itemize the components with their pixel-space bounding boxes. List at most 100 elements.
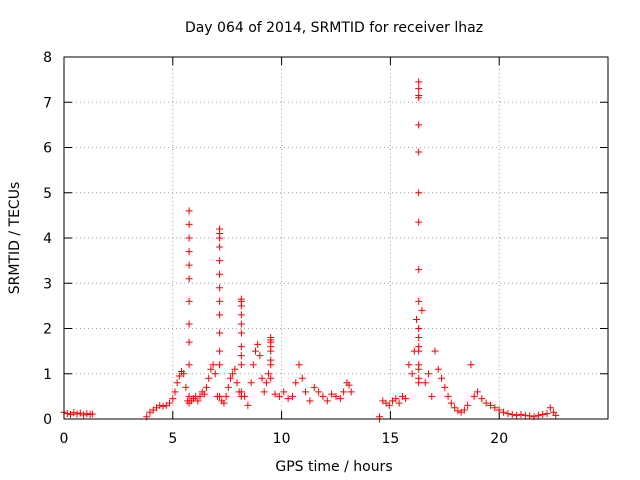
y-tick-label: 0 — [43, 412, 52, 428]
data-point — [302, 388, 310, 396]
data-point — [495, 406, 503, 414]
data-point — [347, 388, 355, 396]
data-point — [434, 365, 442, 373]
y-tick-label: 6 — [43, 141, 52, 157]
data-point — [340, 388, 348, 396]
data-point — [460, 406, 468, 414]
data-point — [237, 343, 245, 351]
data-point — [80, 411, 88, 419]
data-point — [159, 402, 167, 410]
data-point — [256, 352, 264, 360]
data-point — [415, 325, 423, 332]
data-point — [76, 409, 84, 417]
data-point — [231, 365, 239, 373]
y-tick-label: 5 — [43, 186, 52, 202]
data-point — [216, 270, 224, 278]
data-point — [415, 85, 423, 93]
data-point — [226, 374, 234, 382]
x-tick-label: 0 — [60, 431, 69, 447]
data-point — [216, 297, 224, 305]
data-point — [258, 374, 266, 382]
data-point — [415, 365, 423, 373]
y-tick-label: 4 — [43, 231, 52, 247]
data-point — [216, 257, 224, 265]
data-point — [63, 410, 71, 418]
data-point — [415, 266, 423, 274]
data-point — [486, 401, 494, 409]
data-point — [180, 370, 188, 378]
y-tick-label: 7 — [43, 95, 52, 111]
data-point — [415, 374, 423, 382]
data-point — [216, 329, 224, 337]
grid-lines — [64, 57, 608, 419]
x-axis-label: GPS time / hours — [275, 459, 392, 475]
data-point — [447, 399, 455, 407]
data-point — [175, 372, 183, 380]
data-point — [220, 399, 228, 407]
data-point — [500, 408, 508, 416]
data-point — [267, 343, 275, 351]
data-point — [413, 315, 421, 323]
data-point — [332, 392, 340, 400]
data-point — [292, 379, 300, 387]
y-tick-label: 8 — [43, 50, 52, 66]
data-point — [194, 397, 202, 405]
data-point — [328, 390, 336, 398]
data-point — [438, 374, 446, 382]
data-point — [306, 397, 314, 405]
data-point — [185, 297, 193, 305]
data-point — [222, 392, 230, 400]
data-point — [262, 379, 270, 387]
data-point — [185, 338, 193, 346]
data-point — [216, 243, 224, 251]
data-point — [415, 91, 423, 99]
data-point — [237, 311, 245, 319]
data-point — [260, 388, 268, 396]
data-point — [267, 336, 275, 344]
chart-title: Day 064 of 2014, SRMTID for receiver lha… — [185, 20, 483, 36]
data-point — [209, 361, 217, 369]
data-point — [88, 410, 96, 418]
data-point — [216, 392, 224, 400]
data-points — [60, 78, 560, 423]
data-point — [470, 392, 478, 400]
data-point — [315, 388, 323, 396]
data-point — [513, 411, 521, 419]
data-point — [526, 412, 534, 420]
data-point — [415, 121, 423, 129]
data-point — [539, 410, 547, 418]
data-point — [185, 275, 193, 283]
data-point — [454, 407, 462, 415]
data-point — [241, 392, 249, 400]
data-point — [428, 392, 436, 400]
data-point — [224, 383, 232, 391]
data-point — [392, 395, 400, 403]
data-point — [237, 320, 245, 328]
data-point — [251, 347, 259, 355]
data-point — [205, 374, 213, 382]
data-point — [395, 399, 403, 407]
data-point — [185, 361, 193, 369]
data-point — [216, 361, 224, 369]
plot-frame — [63, 56, 609, 420]
data-point — [265, 370, 273, 378]
data-point — [336, 395, 344, 403]
data-point — [237, 295, 245, 303]
data-point — [267, 361, 275, 369]
data-point — [408, 370, 416, 378]
data-point — [415, 189, 423, 197]
data-point — [464, 401, 472, 409]
data-point — [319, 392, 327, 400]
data-point — [284, 395, 292, 403]
data-point — [402, 395, 410, 403]
data-point — [267, 374, 275, 382]
data-point — [444, 392, 452, 400]
data-point — [185, 392, 193, 400]
data-point — [275, 392, 283, 400]
data-point — [229, 370, 237, 378]
data-point — [418, 306, 426, 314]
data-point — [405, 361, 413, 369]
data-point — [247, 379, 255, 387]
data-point — [441, 383, 449, 391]
